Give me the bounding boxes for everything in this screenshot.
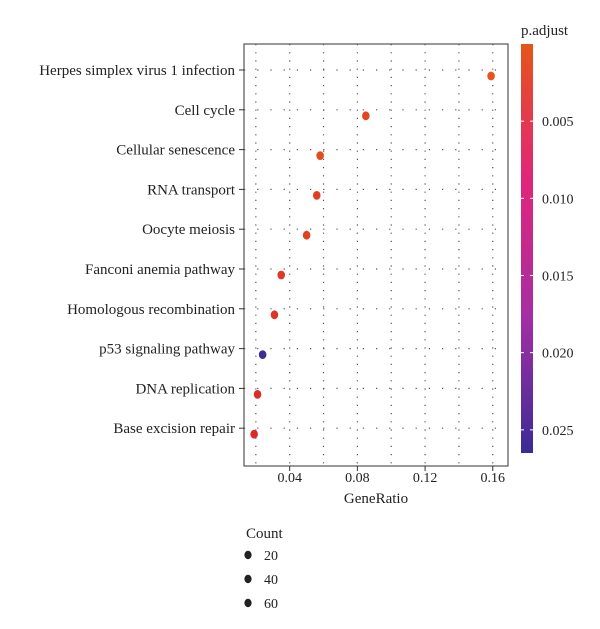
size-legend-dot (244, 550, 252, 560)
y-tick-label: Cell cycle (175, 103, 236, 119)
x-axis-ticks: 0.04 0.08 0.12 0.16 (277, 466, 505, 486)
data-point (253, 390, 262, 399)
x-axis-label: GeneRatio (344, 491, 408, 507)
size-legend-label: 60 (264, 597, 278, 612)
data-point (312, 191, 321, 200)
y-tick-label: Fanconi anemia pathway (85, 262, 235, 278)
colorbar-tick-label: 0.005 (542, 115, 574, 130)
size-legend-dot (244, 598, 252, 608)
colorbar-gradient (521, 44, 533, 453)
plot-panel (243, 43, 509, 467)
data-point (277, 270, 286, 280)
x-tick-label: 0.08 (345, 471, 370, 486)
y-tick-label: Base excision repair (113, 421, 235, 437)
data-point (258, 350, 267, 359)
colorbar-tick-label: 0.010 (542, 192, 574, 207)
colorbar-ticks: 0.005 0.010 0.015 0.020 0.025 (521, 115, 574, 439)
y-tick-label: DNA replication (135, 381, 235, 397)
data-point (362, 111, 370, 121)
data-point (302, 230, 311, 240)
y-tick-label: Cellular senescence (116, 143, 235, 159)
x-tick-label: 0.16 (481, 471, 506, 486)
size-legend-dot (244, 574, 252, 584)
colorbar-tick-label: 0.015 (542, 270, 574, 285)
y-tick-label: p53 signaling pathway (99, 342, 235, 358)
grid (244, 44, 508, 466)
y-tick-label: Herpes simplex virus 1 infection (39, 63, 235, 79)
x-tick-label: 0.04 (277, 471, 302, 486)
size-legend-label: 40 (264, 573, 278, 588)
x-tick-label: 0.12 (413, 471, 438, 486)
size-legend: Count 20 40 60 (244, 526, 284, 612)
y-tick-label: Oocyte meiosis (142, 222, 235, 238)
data-point (316, 151, 324, 161)
data-point (270, 310, 279, 320)
data-points (250, 71, 495, 439)
colorbar-legend: p.adjust 0.005 0.010 0.015 0.020 0.025 (521, 23, 574, 453)
colorbar-tick-label: 0.025 (542, 424, 574, 439)
data-point (487, 71, 495, 81)
size-legend-entries: 20 40 60 (244, 549, 278, 612)
y-axis-labels: Herpes simplex virus 1 infection Cell cyc… (39, 63, 244, 437)
colorbar-title: p.adjust (521, 23, 569, 39)
size-legend-title: Count (246, 526, 284, 542)
y-tick-label: Homologous recombination (67, 302, 235, 318)
data-point (250, 429, 258, 439)
size-legend-label: 20 (264, 549, 278, 564)
y-tick-label: RNA transport (147, 182, 236, 198)
colorbar-tick-label: 0.020 (542, 347, 574, 362)
